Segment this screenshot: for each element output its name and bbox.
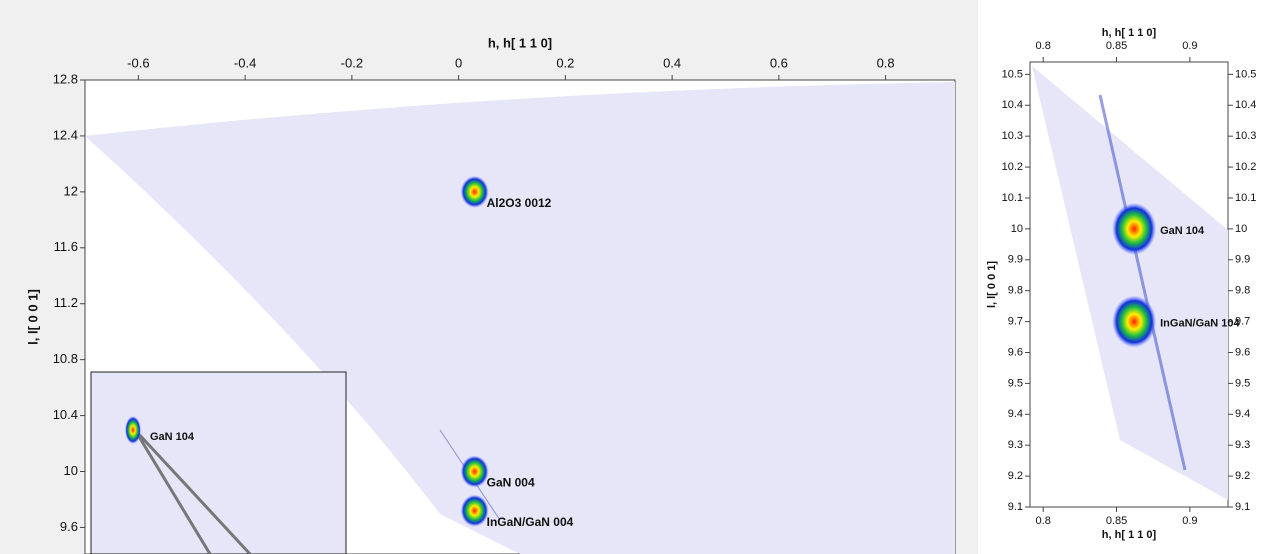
y-tick-label: 11.6	[54, 239, 78, 254]
peak-label: GaN 004	[487, 476, 535, 490]
peak-label: GaN 104	[1160, 225, 1205, 237]
inset-spot	[125, 416, 141, 444]
peaks	[460, 175, 489, 527]
x-tick-label: 0.85	[1106, 40, 1127, 52]
peak-label: InGaN/GaN 104	[1160, 317, 1240, 329]
y-tick-label: 10.4	[1002, 99, 1023, 111]
inset-line	[133, 429, 212, 554]
x-tick-label: 0.8	[877, 55, 895, 70]
x-tick-label: 0.85	[1106, 515, 1127, 527]
peak	[460, 175, 489, 208]
y-axis-label: l, l[ 0 0 1]	[25, 289, 40, 345]
y-tick-label: 9.5	[1008, 377, 1023, 389]
y-tick-label: 10.4	[53, 407, 78, 422]
inset: GaN 104	[90, 371, 347, 554]
y-tick-label: 10.4	[1235, 99, 1256, 111]
x-tick-label: 0.4	[663, 55, 681, 70]
y-tick-label: 10	[1235, 223, 1247, 235]
x-tick-label: 0	[455, 55, 462, 70]
x-tick-label: -0.6	[127, 55, 149, 70]
x-axis-label: h, h[ 1 1 0]	[1102, 529, 1157, 541]
coverage	[1032, 66, 1228, 500]
y-tick-label: 9.9	[1235, 254, 1250, 266]
y-tick-label: 10.5	[1002, 68, 1023, 80]
x-tick-label: 0.8	[1036, 515, 1051, 527]
y-tick-label: 9.9	[1008, 254, 1023, 266]
streak	[1098, 94, 1187, 471]
y-tick-label: 12	[64, 183, 78, 198]
inset-label: GaN 104	[150, 431, 195, 443]
y-tick-label: 9.1	[1008, 501, 1023, 513]
y-tick-label: 9.5	[1235, 377, 1250, 389]
peak	[1112, 202, 1157, 255]
y-tick-label: 10	[64, 463, 78, 478]
x-tick-label: -0.2	[341, 55, 363, 70]
y-tick-label: 9.3	[1235, 439, 1250, 451]
y-tick-label: 12.8	[53, 71, 78, 86]
x-tick-label: 0.8	[1036, 40, 1051, 52]
x-tick-label: -0.4	[234, 55, 256, 70]
measured-region	[1032, 66, 1228, 500]
x-tick-label: 0.2	[556, 55, 574, 70]
y-tick-label: 10.3	[1235, 130, 1256, 142]
y-tick-label: 10.5	[1235, 68, 1256, 80]
y-tick-label: 10.1	[1235, 192, 1256, 204]
y-tick-label: 9.8	[1008, 285, 1023, 297]
x-tick-label: 0.9	[1182, 515, 1197, 527]
y-tick-label: 9.4	[1235, 408, 1250, 420]
y-tick-label: 11.2	[54, 295, 78, 310]
y-tick-label: 9.1	[1235, 501, 1250, 513]
y-tick-label: 9.2	[1008, 470, 1023, 482]
y-tick-label: 10.8	[53, 351, 78, 366]
y-tick-label: 10.1	[1002, 192, 1023, 204]
x-tick-label: 0.6	[770, 55, 788, 70]
y-tick-label: 9.8	[1235, 285, 1250, 297]
y-tick-label: 9.6	[60, 519, 78, 534]
peaks	[1112, 202, 1157, 348]
peak-label: InGaN/GaN 004	[487, 515, 574, 529]
inset-frame	[90, 371, 347, 554]
y-tick-label: 9.6	[1008, 346, 1023, 358]
y-tick-label: 12.4	[53, 127, 78, 142]
x-tick-label: 0.9	[1182, 40, 1197, 52]
x-axis-label: h, h[ 1 1 0]	[1102, 27, 1157, 39]
y-tick-label: 10.3	[1002, 130, 1023, 142]
y-tick-label: 10.2	[1235, 161, 1256, 173]
y-tick-label: 9.2	[1235, 470, 1250, 482]
y-tick-label: 9.7	[1235, 315, 1250, 327]
y-tick-label: 9.3	[1008, 439, 1023, 451]
y-tick-label: 10	[1011, 223, 1023, 235]
inset-line	[133, 428, 252, 554]
y-tick-label: 9.6	[1235, 346, 1250, 358]
y-tick-label: 9.4	[1008, 408, 1023, 420]
peak	[460, 494, 489, 527]
peak-label: Al2O3 0012	[487, 196, 552, 210]
y-tick-label: 10.2	[1002, 161, 1023, 173]
peak	[1112, 295, 1157, 348]
y-tick-label: 9.7	[1008, 315, 1023, 327]
y-axis-label: l, l[ 0 0 1]	[986, 261, 998, 308]
measured-region	[85, 82, 955, 554]
x-axis-label: h, h[ 1 1 0]	[488, 35, 552, 50]
peak	[460, 455, 489, 488]
